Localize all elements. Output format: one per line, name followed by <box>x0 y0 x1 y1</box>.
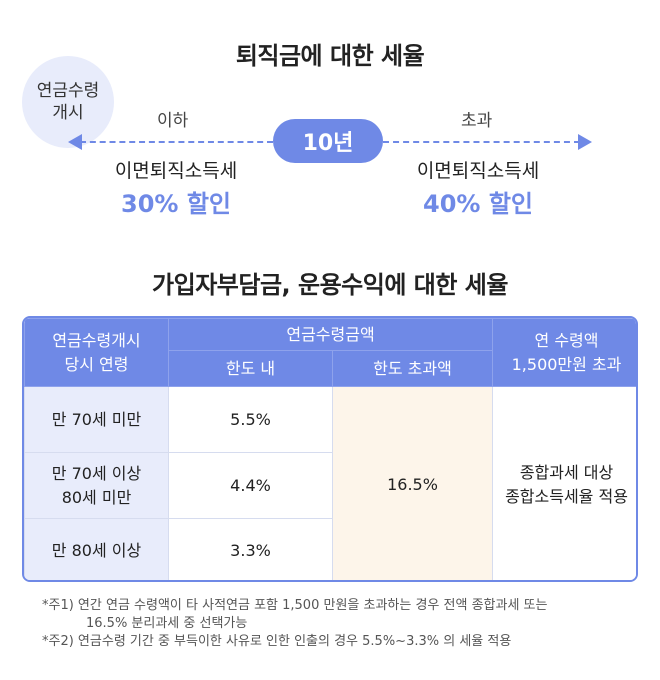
threshold-pill: 10년 <box>273 119 383 163</box>
right-tax-name: 이면퇴직소득세 <box>416 160 540 182</box>
over-label: 초과 <box>461 111 493 131</box>
age-row-3: 만 80세 이상 <box>24 518 169 580</box>
left-tax-name: 이면퇴직소득세 <box>114 160 238 182</box>
over-limit-header: 한도 초과액 <box>331 350 494 387</box>
arrow-left-icon <box>68 134 82 150</box>
age-column-header: 연금수령개시 당시 연령 <box>24 318 169 387</box>
age-row-2: 만 70세 이상 80세 미만 <box>24 452 169 519</box>
right-dashed-arrow-line <box>383 141 580 143</box>
under-label: 이하 <box>157 111 189 131</box>
footnotes: *주1) 연간 연금 수령액이 타 사적연금 포함 1,500 만원을 초과하는… <box>42 597 642 651</box>
rate-row-2: 4.4% <box>168 452 333 519</box>
footnote-2: *주2) 연금수령 기간 중 부득이한 사유로 인한 인출의 경우 5.5%~3… <box>42 634 512 649</box>
contribution-tax-title: 가입자부담금, 운용수익에 대한 세율 <box>152 271 508 299</box>
within-limit-header: 한도 내 <box>168 350 333 387</box>
arrow-right-icon <box>578 134 592 150</box>
retirement-tax-title: 퇴직금에 대한 세율 <box>235 42 425 70</box>
rate-row-3: 3.3% <box>168 518 333 580</box>
pension-amount-header: 연금수령금액 <box>167 318 494 351</box>
over-limit-rate: 16.5% <box>331 386 494 580</box>
footnote-1-continued: 16.5% 분리과세 중 선택가능 <box>86 616 248 631</box>
pension-start-badge: 연금수령 개시 <box>22 56 114 148</box>
tax-rate-table: 연금수령개시 당시 연령 연금수령금액 연 수령액 1,500만원 초과 한도 … <box>22 316 638 582</box>
comprehensive-tax-cell: 종합과세 대상 종합소득세율 적용 <box>492 386 636 580</box>
age-row-1: 만 70세 미만 <box>24 386 169 453</box>
annual-over-header: 연 수령액 1,500만원 초과 <box>492 318 636 387</box>
left-discount: 30% 할인 <box>121 190 231 218</box>
footnote-1: *주1) 연간 연금 수령액이 타 사적연금 포함 1,500 만원을 초과하는… <box>42 598 548 613</box>
left-dashed-arrow-line <box>80 141 273 143</box>
rate-row-1: 5.5% <box>168 386 333 453</box>
pension-start-label-line2: 개시 <box>52 103 84 123</box>
pension-start-label-line1: 연금수령 <box>36 81 100 101</box>
right-discount: 40% 할인 <box>423 190 533 218</box>
